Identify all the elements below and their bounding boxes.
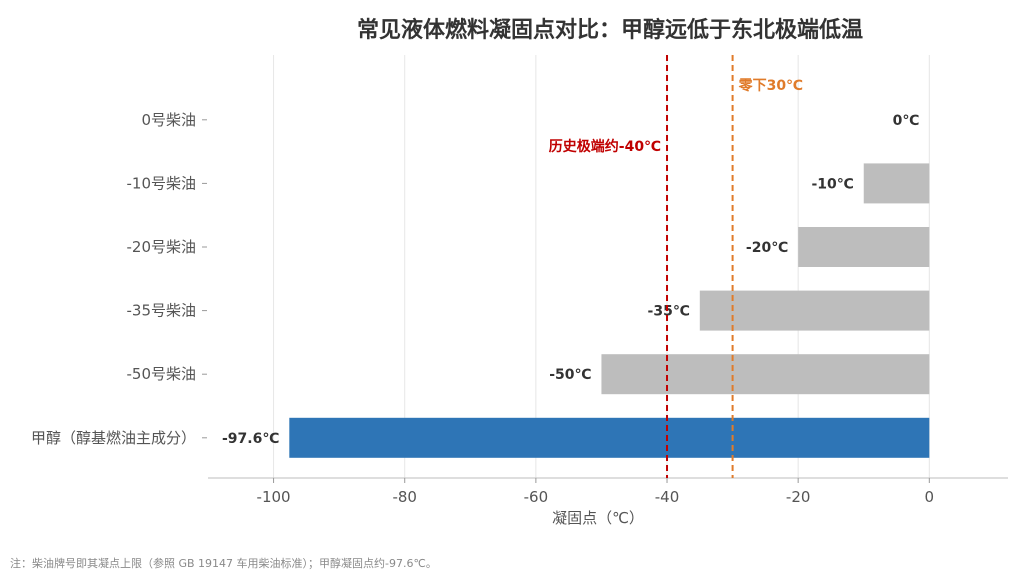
bar [699,290,930,331]
bar [601,354,930,395]
chart-title: 常见液体燃料凝固点对比：甲醇远低于东北极端低温 [356,18,863,43]
value-label: -35℃ [648,304,690,320]
bar [798,227,930,267]
category-label: 甲醇（醇基燃油主成分） [31,429,196,447]
x-tick-label: -80 [392,488,417,506]
footnote: 注：柴油牌号即其凝点上限（参照 GB 19147 车用柴油标准）；甲醇凝固点约-… [10,557,437,570]
reference-label: 历史极端约-40℃ [549,138,661,155]
value-label: -20℃ [746,240,788,256]
category-label: -10号柴油 [127,174,197,192]
category-label: -20号柴油 [127,238,197,256]
bar [863,163,930,204]
x-tick-label: -100 [257,488,291,506]
bar [289,417,930,458]
x-tick-label: -40 [655,488,680,506]
value-label: -10℃ [811,176,853,192]
value-label: -97.6℃ [222,431,279,447]
value-label: -50℃ [549,367,591,383]
x-tick-label: 0 [925,488,935,506]
category-label: -50号柴油 [127,365,197,383]
x-axis-title: 凝固点（℃） [552,509,644,527]
x-tick-label: -20 [786,488,811,506]
category-label: -35号柴油 [127,302,197,320]
category-label: 0号柴油 [141,111,196,129]
value-label: 0℃ [893,113,920,129]
x-tick-label: -60 [524,488,549,506]
reference-label: 零下30℃ [738,77,803,94]
